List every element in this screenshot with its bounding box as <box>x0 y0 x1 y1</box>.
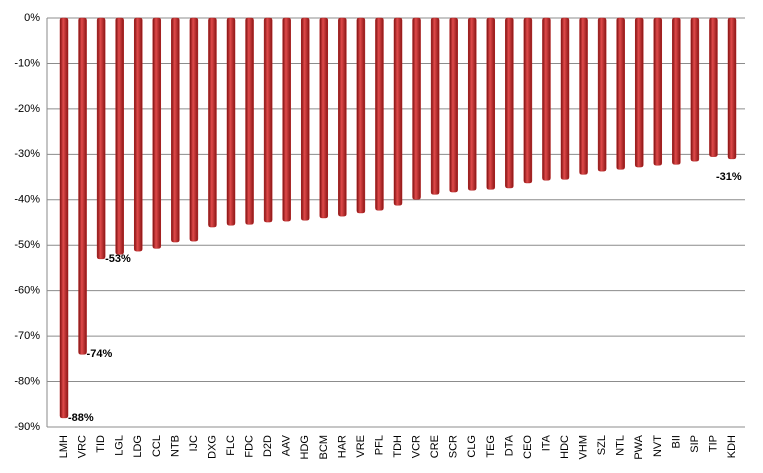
x-tick-label: VHM <box>578 435 590 459</box>
bar <box>634 17 644 168</box>
x-tick-label: HDC <box>559 435 571 459</box>
y-tick-label: 0% <box>24 12 40 24</box>
x-tick-label: HAR <box>336 435 348 458</box>
y-tick-label: -90% <box>14 421 40 433</box>
bar <box>152 17 162 249</box>
bar <box>672 17 681 165</box>
x-tick-label: CRE <box>429 435 441 458</box>
x-tick-label: VCR <box>411 435 423 458</box>
y-tick-label: -60% <box>14 285 40 297</box>
x-tick-label: TID <box>95 435 107 453</box>
value-label: -31% <box>716 171 742 183</box>
bar <box>690 17 700 162</box>
x-tick-label: VRE <box>355 435 367 458</box>
bar <box>727 17 737 160</box>
y-tick-label: -70% <box>14 330 40 342</box>
x-tick-label: NTL <box>615 435 627 456</box>
x-tick-label: NVT <box>652 435 664 457</box>
x-tick-label: ITA <box>540 434 552 451</box>
bar <box>338 17 347 217</box>
x-tick-label: LMH <box>58 435 70 458</box>
y-tick-label: -30% <box>14 148 40 160</box>
x-tick-label: CLG <box>466 435 478 458</box>
bar <box>616 17 625 170</box>
y-tick-label: -40% <box>14 194 40 206</box>
bar <box>505 17 514 189</box>
value-label: -74% <box>87 348 113 360</box>
y-tick-label: -20% <box>14 103 40 115</box>
bar <box>189 17 199 242</box>
x-tick-label: TDH <box>392 435 404 458</box>
value-label: -53% <box>105 253 131 265</box>
bar <box>449 17 458 193</box>
bar <box>523 17 533 184</box>
bar <box>133 17 143 252</box>
bar <box>226 17 236 226</box>
bar <box>319 17 329 219</box>
bar <box>597 17 607 172</box>
x-tick-label: LGL <box>114 435 126 456</box>
bar <box>245 17 254 225</box>
bar <box>375 17 384 211</box>
y-tick-label: -80% <box>14 375 40 387</box>
x-tick-label: TEG <box>485 435 497 458</box>
x-tick-label: PWA <box>633 434 645 459</box>
bar <box>467 17 477 191</box>
bar <box>208 17 217 228</box>
y-tick-label: -10% <box>14 57 40 69</box>
x-tick-label: BII <box>670 435 682 448</box>
bar <box>560 17 570 180</box>
bar <box>263 17 273 223</box>
x-tick-label: VRC <box>77 435 89 458</box>
x-tick-label: FLC <box>225 435 237 456</box>
bar <box>356 17 366 214</box>
bar <box>59 17 69 419</box>
bar <box>430 17 440 195</box>
bar <box>653 17 663 166</box>
x-tick-label: SZL <box>596 435 608 455</box>
x-tick-label: IJC <box>188 435 200 452</box>
x-tick-label: NTB <box>169 435 181 457</box>
x-tick-label: BCM <box>318 435 330 459</box>
x-tick-label: HDG <box>299 435 311 459</box>
x-tick-label: SCR <box>448 435 460 458</box>
value-label: -88% <box>68 412 94 424</box>
x-tick-label: AAV <box>281 434 293 456</box>
bar <box>579 17 588 175</box>
x-tick-label: KDH <box>726 435 738 458</box>
bar <box>709 17 718 157</box>
bar <box>542 17 551 181</box>
x-tick-label: DXG <box>206 435 218 459</box>
x-tick-label: LDG <box>132 435 144 458</box>
x-tick-label: CEO <box>522 435 534 459</box>
x-tick-label: PFL <box>373 435 385 455</box>
x-tick-label: D2D <box>262 435 274 457</box>
bar <box>115 17 124 255</box>
x-tick-label: SIP <box>689 435 701 453</box>
bar <box>171 17 180 243</box>
bar <box>78 17 87 355</box>
bar <box>486 17 496 190</box>
x-tick-label: TIP <box>707 435 719 452</box>
bar <box>96 17 106 260</box>
bar <box>282 17 291 222</box>
y-tick-label: -50% <box>14 239 40 251</box>
x-tick-label: DTA <box>503 434 515 456</box>
x-tick-label: FDC <box>244 435 256 458</box>
bar <box>393 17 403 206</box>
x-tick-label: CCL <box>151 435 163 457</box>
bar <box>412 17 421 200</box>
bar <box>300 17 310 221</box>
